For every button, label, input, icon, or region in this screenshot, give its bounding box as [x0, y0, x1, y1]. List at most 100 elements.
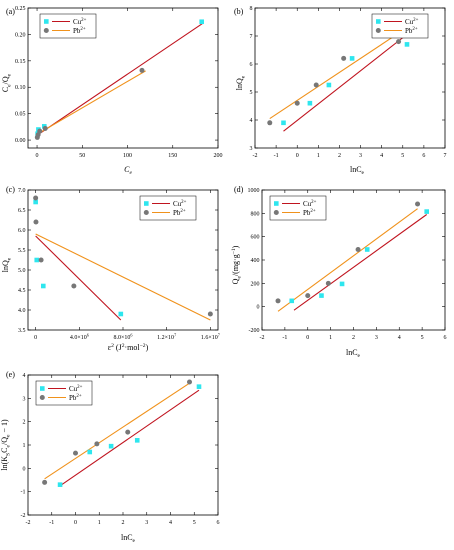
data-points	[275, 201, 429, 304]
pb-data-point	[71, 283, 77, 289]
cu-data-point	[339, 281, 345, 287]
label-part: 2+	[76, 394, 81, 399]
x-tick-label: 1	[98, 520, 101, 526]
label-part: (J	[114, 343, 122, 352]
cu-data-point	[319, 293, 324, 298]
pb-data-point	[294, 100, 300, 106]
x-tick-label: 1	[317, 153, 320, 159]
fit-lines	[36, 22, 204, 136]
x-tick-label: 4	[398, 335, 401, 341]
label-part: − 1)	[0, 419, 9, 435]
legend-label: Cu2+	[405, 18, 419, 26]
x-tick-label: 5	[401, 153, 404, 159]
label-part: 7	[218, 333, 220, 338]
y-tick-label: 0.00	[15, 138, 26, 144]
y-tick-label: 600	[251, 235, 260, 241]
label-part: ε	[108, 343, 112, 352]
pb-data-point	[207, 311, 213, 317]
legend-pb-marker	[273, 210, 279, 215]
x-axis-label: ε2 (J2·mol−2)	[108, 343, 149, 352]
y-tick-label: -1	[21, 490, 26, 496]
pb-data-point	[325, 280, 331, 286]
panel-c: (c) 0 4.0×106 8.0×106 1.2×107 1.6×1073.54.04…	[1, 185, 220, 352]
y-tick-label: 7.0	[18, 188, 26, 194]
legend: Cu2+Pb2+	[371, 13, 429, 39]
pb-data-point	[267, 120, 273, 126]
legend-box	[139, 195, 197, 221]
label-part: 2+	[311, 200, 316, 205]
label-part: C	[0, 448, 9, 453]
legend: Cu2+Pb2+	[269, 195, 327, 221]
legend-label: Pb2+	[303, 209, 316, 217]
y-tick-label: 5.5	[18, 248, 26, 254]
label-part: 2+	[413, 18, 418, 23]
x-tick-label: 0	[306, 335, 309, 341]
legend: Cu2+Pb2+	[39, 13, 97, 39]
x-tick-label: 0	[74, 520, 77, 526]
x-tick-label: 7	[444, 153, 447, 159]
x-tick-label: 1.6×107	[201, 333, 220, 341]
legend: Cu2+Pb2+	[35, 380, 93, 406]
x-axis-label-sub: e	[358, 353, 361, 359]
y-tick-label: 6.0	[18, 228, 26, 234]
pb-fit-line	[44, 382, 190, 480]
label-part: 2	[122, 343, 125, 349]
data-points	[42, 379, 202, 487]
axes: 0 50 100 150 200 0.00 0.05 0.10 0.15 0.20 0.25	[15, 6, 223, 159]
y-tick-label: -200	[249, 328, 260, 334]
cu-data-point	[349, 56, 355, 61]
x-axis-label-sub: e	[362, 170, 365, 176]
pb-data-point	[42, 479, 48, 485]
x-tick-label: 8.0×106	[114, 333, 133, 341]
cu-data-point	[108, 443, 114, 449]
y-tick-label: 3.5	[18, 328, 26, 334]
y-axis-label: lnQe	[1, 257, 12, 272]
x-axis-label-main: lnC	[121, 533, 133, 542]
x-axis-label-main: C	[124, 165, 130, 174]
cu-data-point	[33, 199, 38, 205]
x-axis-label-main: lnC	[346, 348, 358, 357]
label-part: 6	[87, 333, 89, 338]
pb-data-point	[139, 67, 145, 73]
legend-cu-marker	[40, 386, 45, 391]
label-part: e	[6, 257, 12, 260]
label-part: 1.2×10	[157, 335, 174, 341]
cu-fit-line	[293, 214, 428, 311]
panel-label: (e)	[6, 370, 15, 379]
y-tick-label: 6.5	[18, 208, 26, 214]
x-tick-label: -1	[49, 520, 54, 526]
cu-data-point	[40, 283, 46, 289]
pb-data-point	[341, 55, 347, 61]
label-part: 1.6×10	[201, 335, 218, 341]
x-tick-label: -1	[274, 153, 279, 159]
y-tick-label: 5	[250, 90, 253, 96]
legend-cu-marker	[376, 19, 381, 24]
legend-cu-marker	[44, 19, 49, 24]
label-part: Pb	[173, 209, 181, 217]
x-tick-label: 50	[79, 153, 85, 159]
label-part: e	[5, 434, 11, 437]
pb-data-point	[355, 247, 361, 252]
x-axis-label: lnCe	[121, 533, 136, 544]
axes: -2 -1 0 1 2 3 4 5 6 -2 -1 0 1 2 3 4	[21, 373, 220, 526]
legend-label: Pb2+	[69, 394, 82, 402]
x-tick-label: 4	[380, 153, 383, 159]
x-tick-label: 5	[193, 520, 196, 526]
panel-label: (b)	[234, 7, 244, 16]
pb-data-point	[275, 298, 281, 304]
legend-box	[39, 13, 97, 39]
x-tick-label: -2	[26, 520, 31, 526]
pb-data-point	[94, 441, 100, 447]
label-part: Cu	[405, 18, 414, 26]
legend-label: Pb2+	[173, 209, 186, 217]
label-part: 2	[111, 343, 114, 349]
legend-label: Cu2+	[303, 200, 317, 208]
x-tick-label: 4.0×106	[70, 333, 89, 341]
label-part: 4.0×10	[70, 335, 87, 341]
pb-data-point	[305, 293, 311, 299]
y-tick-label: 400	[251, 258, 260, 264]
legend-cu-marker	[144, 201, 149, 206]
pb-data-point	[313, 82, 319, 88]
label-part: 8.0×10	[114, 335, 131, 341]
